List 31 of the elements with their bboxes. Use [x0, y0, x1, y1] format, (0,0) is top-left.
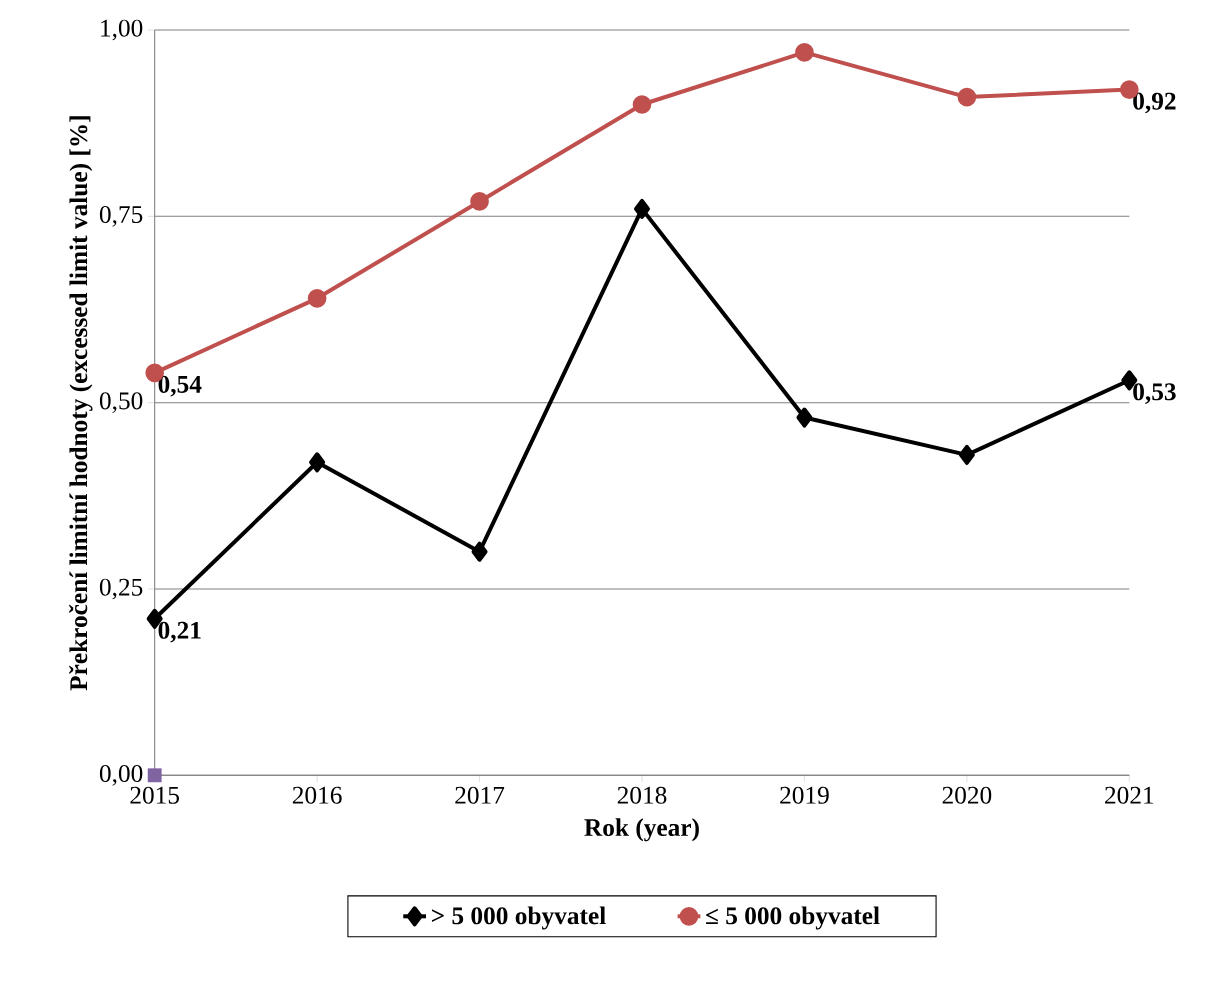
point — [795, 43, 814, 62]
data-label: 0,92 — [1133, 92, 1176, 114]
y-tick-label: 0,25 — [99, 578, 143, 600]
legend-label: ≤ 5 000 obyvatel — [706, 906, 880, 930]
point — [958, 444, 975, 465]
legend-label: > 5 000 obyvatel — [431, 906, 606, 930]
point — [307, 288, 327, 308]
data-label: 0,53 — [1133, 383, 1176, 404]
x-axis-title: Rok (year) — [584, 818, 699, 842]
point — [470, 192, 489, 211]
x-tick-label: 2021 — [1105, 786, 1154, 804]
y-tick-label: 0,00 — [99, 764, 143, 786]
x-tick-label: 2020 — [942, 786, 992, 804]
data-label: 0,54 — [158, 375, 202, 397]
point — [796, 407, 813, 428]
y-axis-title: Překročení limitní hodnoty (excessed limit value) [%] — [69, 116, 93, 691]
x-tick-label: 2015 — [130, 786, 180, 804]
point — [634, 198, 650, 219]
x-tick-label: 2016 — [292, 786, 342, 804]
point — [957, 87, 977, 107]
point — [147, 768, 162, 783]
y-tick-label: 0,75 — [99, 205, 143, 227]
x-tick-label: 2019 — [780, 786, 829, 804]
y-tick-label: 1,00 — [101, 19, 143, 41]
point — [471, 541, 488, 562]
x-tick-label: 2018 — [617, 786, 667, 804]
point — [632, 95, 652, 114]
point — [309, 452, 326, 473]
y-tick-label: 0,50 — [99, 392, 143, 414]
x-tick-label: 2017 — [455, 786, 505, 804]
data-label: 0,21 — [158, 621, 201, 643]
